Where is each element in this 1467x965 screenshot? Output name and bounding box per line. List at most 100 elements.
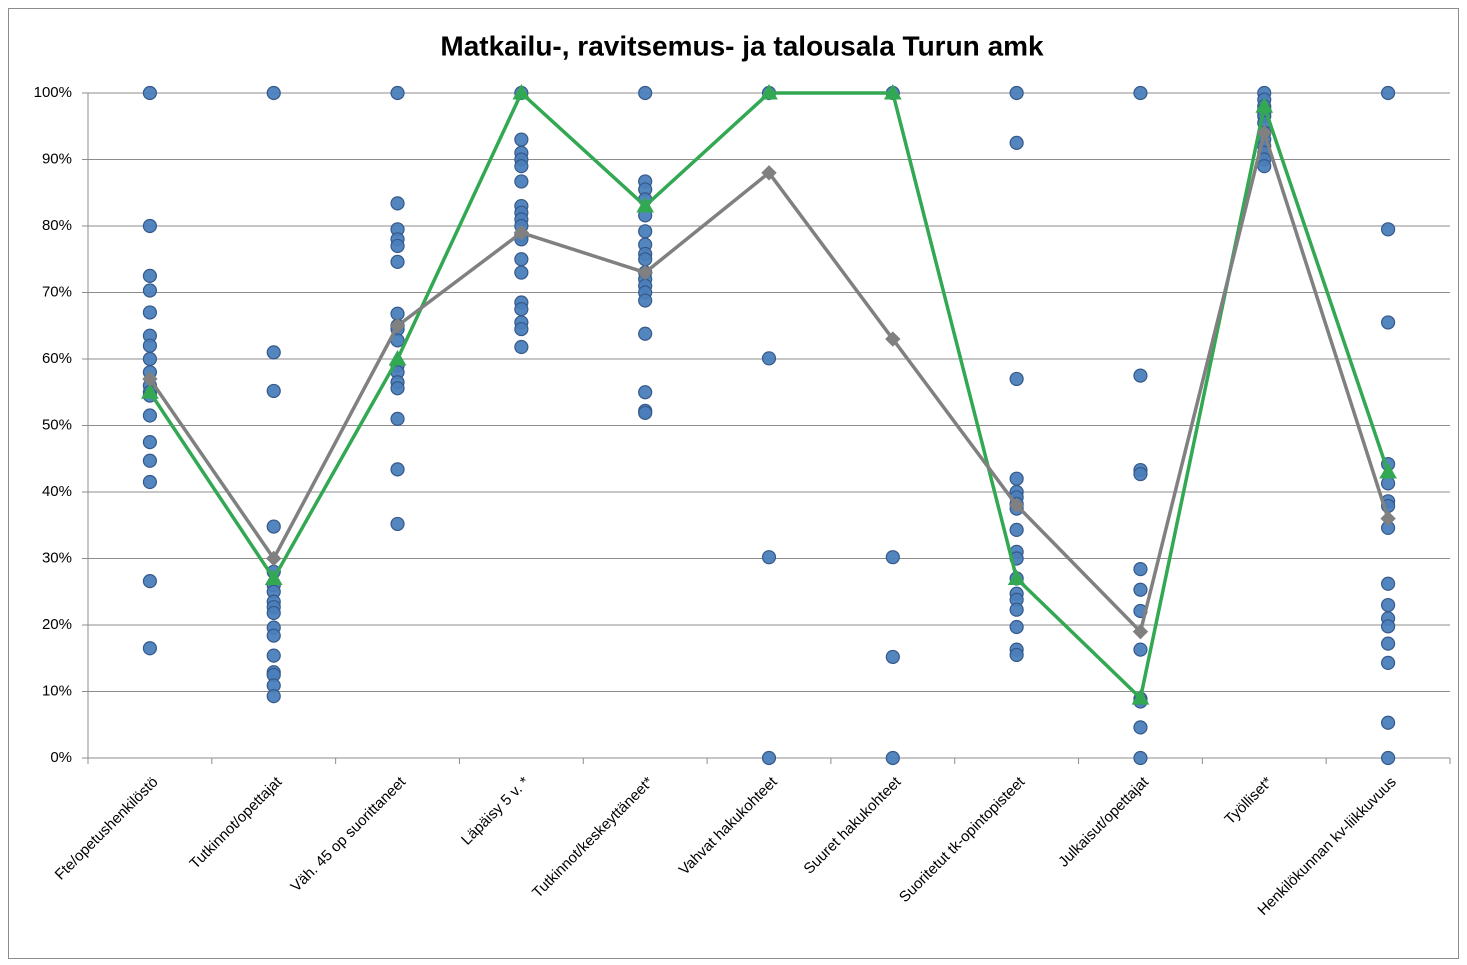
data-point <box>638 385 653 400</box>
data-point <box>266 345 281 360</box>
data-point <box>885 649 900 665</box>
data-point <box>761 351 777 366</box>
series-marker <box>1379 463 1397 479</box>
data-point <box>514 132 529 147</box>
data-point <box>1009 371 1024 387</box>
series-marker <box>883 83 902 100</box>
data-point <box>142 408 158 423</box>
y-tick-label: 50% <box>42 416 72 433</box>
data-point <box>142 268 158 283</box>
y-tick-label: 30% <box>42 549 72 566</box>
data-point <box>1133 582 1148 597</box>
data-point <box>1133 466 1148 482</box>
data-point <box>390 381 405 396</box>
data-point <box>142 283 158 298</box>
data-point <box>1133 85 1148 101</box>
data-point <box>266 605 281 621</box>
series-marker <box>761 165 777 181</box>
series-marker <box>388 349 407 366</box>
data-point <box>885 750 900 766</box>
series-marker <box>1007 569 1026 585</box>
y-tick-label: 60% <box>42 350 72 367</box>
y-tick-label: 80% <box>42 217 72 234</box>
data-point <box>514 252 529 267</box>
data-point <box>390 196 405 211</box>
series-marker <box>1255 97 1274 113</box>
data-point <box>1009 522 1024 538</box>
data-point <box>1380 750 1396 766</box>
series-marker <box>513 224 530 241</box>
data-point <box>1380 655 1396 671</box>
data-point <box>390 85 405 101</box>
data-point <box>1380 476 1396 491</box>
data-point <box>1380 597 1396 613</box>
data-point <box>142 474 158 490</box>
series-marker <box>1380 510 1396 527</box>
data-point <box>514 339 529 355</box>
series-marker <box>637 264 653 281</box>
data-point <box>514 174 529 189</box>
data-point <box>514 321 529 337</box>
y-tick-label: 40% <box>42 483 72 500</box>
data-point <box>1009 85 1024 101</box>
data-point <box>514 302 529 317</box>
y-tick-label: 10% <box>42 682 72 699</box>
data-point <box>142 338 158 353</box>
series-marker <box>389 318 406 334</box>
y-tick-label: 70% <box>42 283 72 300</box>
data-point <box>1133 562 1148 577</box>
data-point <box>1009 471 1024 486</box>
data-point <box>514 159 529 174</box>
series-marker <box>141 383 159 399</box>
data-point <box>1009 602 1024 617</box>
data-point <box>390 462 405 477</box>
data-point <box>638 405 653 420</box>
data-point <box>142 453 158 468</box>
series-marker <box>1008 497 1025 514</box>
series-marker <box>1131 689 1150 705</box>
data-point <box>1009 135 1024 150</box>
data-point <box>638 326 653 341</box>
data-point <box>1380 85 1396 101</box>
data-point <box>1133 720 1148 735</box>
data-point <box>638 293 653 308</box>
data-point <box>1133 368 1148 383</box>
data-point <box>266 689 281 704</box>
data-point <box>142 641 158 656</box>
data-point <box>638 224 653 239</box>
data-point <box>1380 636 1396 651</box>
data-point <box>390 254 405 270</box>
data-point <box>1380 222 1396 237</box>
data-point <box>1133 750 1148 766</box>
data-point <box>266 648 281 663</box>
data-point <box>1133 642 1148 657</box>
chart-title: Matkailu-, ravitsemus- ja talousala Turu… <box>440 30 1044 61</box>
data-point <box>266 85 281 101</box>
data-point <box>1009 619 1024 635</box>
series-marker <box>266 550 282 567</box>
y-tick-label: 90% <box>42 150 72 167</box>
data-point <box>142 351 158 367</box>
data-point <box>142 305 158 320</box>
series-marker <box>1256 125 1272 141</box>
data-point <box>266 383 281 399</box>
data-point <box>638 252 653 267</box>
data-point <box>390 411 405 426</box>
data-point <box>514 265 529 280</box>
data-point <box>142 435 158 450</box>
data-point <box>1380 715 1396 730</box>
data-point <box>142 574 158 589</box>
series-marker <box>264 569 283 585</box>
data-point <box>142 85 158 101</box>
y-tick-label: 20% <box>42 616 72 633</box>
data-point <box>761 750 777 766</box>
data-point <box>885 550 900 565</box>
data-point <box>638 85 653 101</box>
series-marker <box>885 331 901 347</box>
data-point <box>390 516 405 532</box>
series-marker <box>1132 623 1149 640</box>
data-point <box>1257 159 1272 174</box>
data-point <box>266 628 281 643</box>
series-marker <box>142 371 158 387</box>
